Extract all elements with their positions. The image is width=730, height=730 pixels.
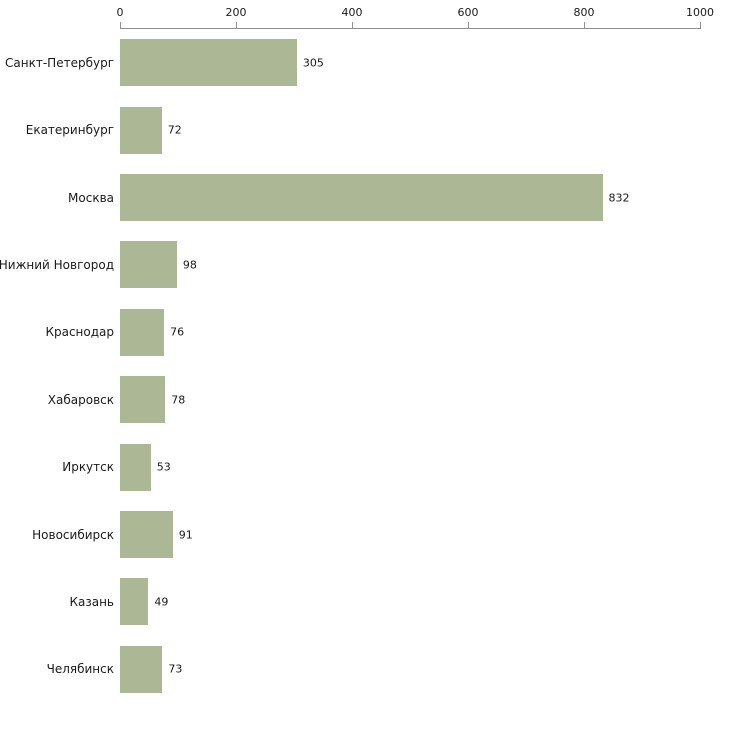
x-axis-tick-label: 600 bbox=[457, 6, 479, 19]
x-axis-tick-label: 0 bbox=[116, 6, 124, 19]
value-label: 73 bbox=[168, 662, 183, 676]
x-axis-tick-label: 1000 bbox=[686, 6, 714, 19]
chart-row: Санкт-Петербург 305 bbox=[5, 39, 700, 87]
x-axis-tick-label: 800 bbox=[573, 6, 595, 19]
value-label: 832 bbox=[608, 191, 630, 204]
x-axis-tick bbox=[468, 22, 469, 29]
chart-row: Нижний Новгород 98 bbox=[0, 241, 700, 289]
bar bbox=[120, 106, 162, 154]
chart-row: Краснодар 76 bbox=[45, 308, 700, 356]
category-label: Новосибирск bbox=[32, 527, 114, 542]
x-axis-tick bbox=[236, 22, 237, 29]
bar bbox=[120, 443, 151, 491]
x-axis-tick-label: 200 bbox=[225, 6, 247, 19]
bar bbox=[120, 511, 173, 558]
value-label: 53 bbox=[156, 460, 171, 474]
x-axis-tick bbox=[120, 22, 121, 29]
chart-row: Иркутск 53 bbox=[62, 443, 700, 491]
value-label: 98 bbox=[182, 258, 197, 272]
category-label: Краснодар bbox=[45, 325, 114, 340]
category-label: Санкт-Петербург bbox=[5, 55, 114, 70]
category-label: Нижний Новгород bbox=[0, 257, 114, 272]
x-axis-tick bbox=[584, 22, 585, 29]
category-label: Москва bbox=[68, 190, 114, 205]
value-label: 305 bbox=[302, 56, 324, 70]
x-axis-tick bbox=[352, 22, 353, 29]
plot-area: 0 200 400 600 800 1000 Санкт-Петербург 305 Екате… bbox=[0, 6, 714, 703]
x-axis-tick-label: 400 bbox=[341, 6, 363, 19]
bar bbox=[120, 578, 149, 626]
chart-row: Хабаровск 78 bbox=[48, 376, 700, 424]
value-label: 49 bbox=[154, 595, 169, 609]
x-axis-tick bbox=[700, 22, 701, 29]
chart-row: Челябинск 73 bbox=[47, 645, 700, 693]
bar bbox=[120, 376, 166, 424]
category-label: Хабаровск bbox=[47, 392, 114, 407]
category-label: Казань bbox=[69, 594, 114, 609]
chart-row: Москва 832 bbox=[68, 174, 700, 221]
bar bbox=[120, 241, 177, 289]
chart-row: Новосибирск 91 bbox=[32, 511, 700, 558]
category-label: Челябинск bbox=[46, 662, 114, 677]
bar bbox=[120, 174, 603, 221]
value-label: 72 bbox=[167, 123, 182, 137]
value-label: 78 bbox=[171, 393, 186, 407]
value-label: 91 bbox=[178, 528, 193, 541]
chart-row: Екатеринбург 72 bbox=[26, 106, 700, 154]
bar bbox=[120, 39, 297, 87]
chart-row: Казань 49 bbox=[69, 578, 700, 626]
category-label: Иркутск bbox=[62, 460, 114, 475]
bar bbox=[120, 308, 165, 356]
bar bbox=[120, 645, 163, 693]
category-label: Екатеринбург bbox=[25, 123, 114, 138]
value-label: 76 bbox=[170, 325, 185, 339]
